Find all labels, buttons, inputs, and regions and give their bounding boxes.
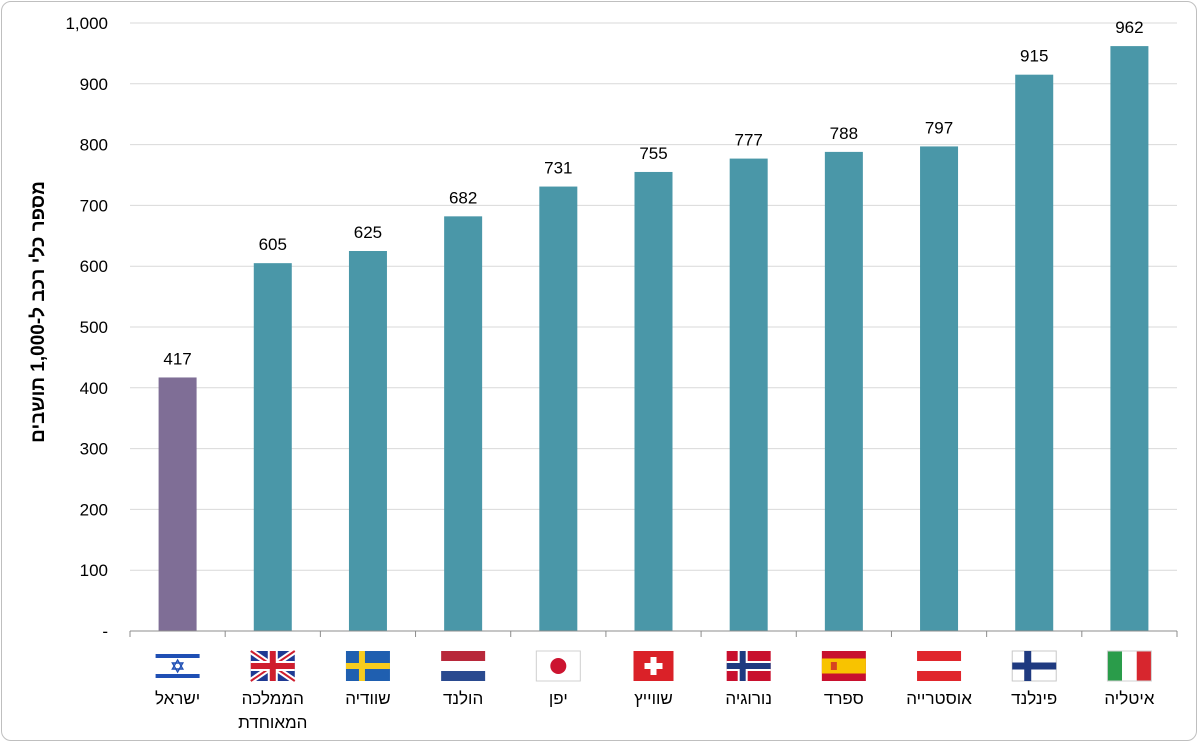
y-tick-label: 700 bbox=[80, 196, 108, 215]
bars bbox=[158, 46, 1149, 632]
uk-flag-icon bbox=[249, 648, 297, 684]
finland-flag-icon bbox=[1011, 650, 1057, 682]
y-tick-label: 300 bbox=[80, 440, 108, 459]
bar bbox=[539, 186, 578, 631]
data-label: 731 bbox=[544, 159, 572, 178]
bar bbox=[253, 263, 292, 631]
japan-flag-icon bbox=[535, 650, 581, 682]
data-label: 417 bbox=[163, 349, 191, 368]
bar bbox=[729, 158, 768, 632]
bar bbox=[1015, 74, 1054, 632]
bar bbox=[1110, 46, 1149, 631]
y-tick-label: - bbox=[102, 622, 108, 641]
data-label: 625 bbox=[354, 223, 382, 242]
data-label: 777 bbox=[734, 131, 762, 150]
x-tick-label: יפן bbox=[549, 689, 568, 708]
data-label: 788 bbox=[830, 124, 858, 143]
netherlands-flag-icon bbox=[441, 651, 486, 681]
x-tick-label: המאוחדת bbox=[238, 713, 307, 732]
y-tick-label: 500 bbox=[80, 318, 108, 337]
y-tick-label: 200 bbox=[80, 500, 108, 519]
bar bbox=[634, 171, 673, 631]
italy-flag-icon bbox=[1106, 650, 1152, 682]
x-tick-label: איטליה bbox=[1104, 689, 1154, 708]
x-tick-label: ישראל bbox=[155, 689, 200, 708]
bar bbox=[158, 377, 197, 631]
data-label: 915 bbox=[1020, 47, 1048, 66]
y-tick-label: 600 bbox=[80, 257, 108, 276]
y-axis-label: מספר כלי רכב ל-1,000 תושבים bbox=[28, 181, 49, 443]
norway-flag-icon bbox=[726, 651, 771, 681]
bar bbox=[824, 151, 863, 631]
data-label: 605 bbox=[259, 235, 287, 254]
bar bbox=[444, 216, 483, 631]
x-tick-label: אוסטרייה bbox=[906, 689, 972, 708]
x-tick-label: ספרד bbox=[824, 689, 864, 708]
flags bbox=[155, 648, 1152, 684]
axes: - 100 200 300 400 500 600 700 800 900 1,000 ישראל המ… bbox=[65, 14, 1178, 732]
sweden-flag-icon bbox=[345, 651, 390, 681]
x-tick-label: שוודיה bbox=[345, 689, 391, 708]
y-tick-label: 800 bbox=[80, 136, 108, 155]
y-tick-label: 100 bbox=[80, 561, 108, 580]
x-tick-label: הולנד bbox=[443, 689, 483, 708]
y-tick-label: 1,000 bbox=[65, 14, 108, 33]
gridlines bbox=[130, 22, 1177, 571]
x-tick-label: נורוגיה bbox=[725, 689, 772, 708]
austria-flag-icon bbox=[917, 651, 962, 681]
x-tick-label: שווייץ bbox=[634, 689, 673, 708]
data-label: 682 bbox=[449, 188, 477, 207]
data-label: 797 bbox=[925, 118, 953, 137]
data-label: 755 bbox=[639, 144, 667, 163]
israel-flag-icon bbox=[155, 651, 200, 681]
x-tick-label: פינלנד bbox=[1011, 689, 1057, 708]
bar bbox=[920, 146, 959, 631]
data-label: 962 bbox=[1115, 18, 1143, 37]
bar bbox=[348, 251, 387, 631]
y-tick-label: 400 bbox=[80, 379, 108, 398]
data-labels: 417 605 625 682 731 755 777 788 797 915 962 bbox=[163, 18, 1143, 368]
x-tick-label: הממלכה bbox=[242, 689, 304, 708]
switzerland-flag-icon bbox=[633, 651, 674, 681]
y-tick-label: 900 bbox=[80, 75, 108, 94]
spain-flag-icon bbox=[821, 651, 866, 681]
